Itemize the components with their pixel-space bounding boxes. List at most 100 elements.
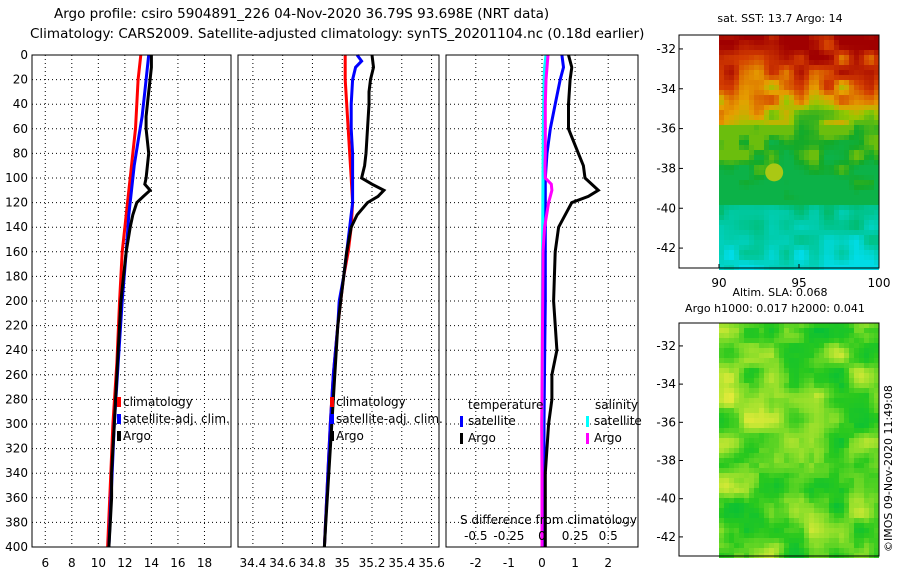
sla-pixel — [799, 438, 804, 443]
sst-pixel — [754, 50, 759, 55]
sst-pixel — [834, 85, 839, 90]
sst-pixel — [789, 245, 794, 250]
sla-pixel — [729, 533, 734, 538]
sla-pixel — [869, 458, 874, 463]
sla-pixel — [839, 478, 844, 483]
sst-pixel — [724, 225, 729, 230]
sst-pixel — [734, 60, 739, 65]
sla-pixel — [819, 463, 824, 468]
sst-pixel — [744, 40, 749, 45]
sla-pixel — [874, 443, 879, 448]
sst-pixel — [774, 185, 779, 190]
sla-pixel — [719, 373, 724, 378]
sla-pixel — [724, 443, 729, 448]
sst-pixel — [759, 45, 764, 50]
sla-pixel — [764, 403, 769, 408]
sst-pixel — [764, 235, 769, 240]
x-tick-label: 10 — [91, 556, 106, 570]
sla-pixel — [844, 543, 849, 548]
sst-pixel — [724, 40, 729, 45]
sla-pixel — [859, 523, 864, 528]
sst-pixel — [789, 145, 794, 150]
sla-pixel — [829, 473, 834, 478]
sst-pixel — [834, 100, 839, 105]
sst-pixel — [754, 120, 759, 125]
sla-pixel — [769, 548, 774, 553]
sla-pixel — [784, 488, 789, 493]
sst-pixel — [749, 185, 754, 190]
sla-pixel — [829, 378, 834, 383]
sla-pixel — [799, 353, 804, 358]
sst-pixel — [749, 110, 754, 115]
sla-pixel — [829, 338, 834, 343]
sst-pixel — [874, 235, 879, 240]
sla-pixel — [789, 398, 794, 403]
sla-pixel — [734, 383, 739, 388]
legend-title-temperature: temperature — [468, 398, 543, 412]
sla-pixel — [799, 483, 804, 488]
sla-pixel — [739, 503, 744, 508]
legend-swatch — [460, 416, 463, 427]
sst-pixel — [824, 235, 829, 240]
sla-pixel — [744, 433, 749, 438]
sla-pixel — [874, 348, 879, 353]
sst-pixel — [804, 220, 809, 225]
sst-pixel — [849, 250, 854, 255]
sla-pixel — [819, 498, 824, 503]
sst-pixel — [719, 50, 724, 55]
sla-pixel — [859, 548, 864, 553]
sst-pixel — [729, 195, 734, 200]
sst-pixel — [809, 195, 814, 200]
sla-pixel — [809, 513, 814, 518]
sst-pixel — [729, 95, 734, 100]
sst-pixel — [854, 100, 859, 105]
sst-pixel — [824, 195, 829, 200]
sla-pixel — [774, 408, 779, 413]
sla-pixel — [839, 528, 844, 533]
sst-pixel — [874, 145, 879, 150]
sst-pixel — [744, 95, 749, 100]
sla-pixel — [749, 368, 754, 373]
sla-pixel — [874, 483, 879, 488]
sst-pixel — [764, 40, 769, 45]
x-tick-label: -2 — [470, 556, 482, 570]
sla-pixel — [854, 538, 859, 543]
sst-pixel — [784, 230, 789, 235]
sst-pixel — [754, 105, 759, 110]
sla-pixel — [734, 543, 739, 548]
sst-pixel — [839, 200, 844, 205]
sla-pixel — [859, 348, 864, 353]
sla-pixel — [794, 473, 799, 478]
sla-pixel — [759, 333, 764, 338]
sst-pixel — [779, 230, 784, 235]
sla-pixel — [834, 358, 839, 363]
sla-pixel — [789, 528, 794, 533]
sla-pixel — [794, 533, 799, 538]
sst-pixel — [854, 200, 859, 205]
sst-pixel — [859, 255, 864, 260]
sst-pixel — [869, 180, 874, 185]
sla-pixel — [859, 323, 864, 328]
sst-pixel — [729, 120, 734, 125]
sla-pixel — [834, 348, 839, 353]
sla-pixel — [859, 473, 864, 478]
title-line-1: Argo profile: csiro 5904891_226 04-Nov-2… — [54, 6, 550, 22]
sla-pixel — [729, 378, 734, 383]
sla-pixel — [834, 443, 839, 448]
sla-pixel — [814, 408, 819, 413]
y-tick-label: 80 — [13, 146, 28, 160]
sst-lat-label: -38 — [656, 161, 676, 175]
sst-pixel — [784, 55, 789, 60]
sst-pixel — [794, 185, 799, 190]
sst-pixel — [729, 260, 734, 265]
sla-pixel — [724, 373, 729, 378]
sla-pixel — [769, 378, 774, 383]
sst-pixel — [794, 195, 799, 200]
sla-pixel — [819, 328, 824, 333]
sla-pixel — [864, 333, 869, 338]
sla-pixel — [809, 383, 814, 388]
sla-pixel — [789, 343, 794, 348]
sla-pixel — [789, 378, 794, 383]
sla-pixel — [794, 363, 799, 368]
sla-pixel — [734, 393, 739, 398]
